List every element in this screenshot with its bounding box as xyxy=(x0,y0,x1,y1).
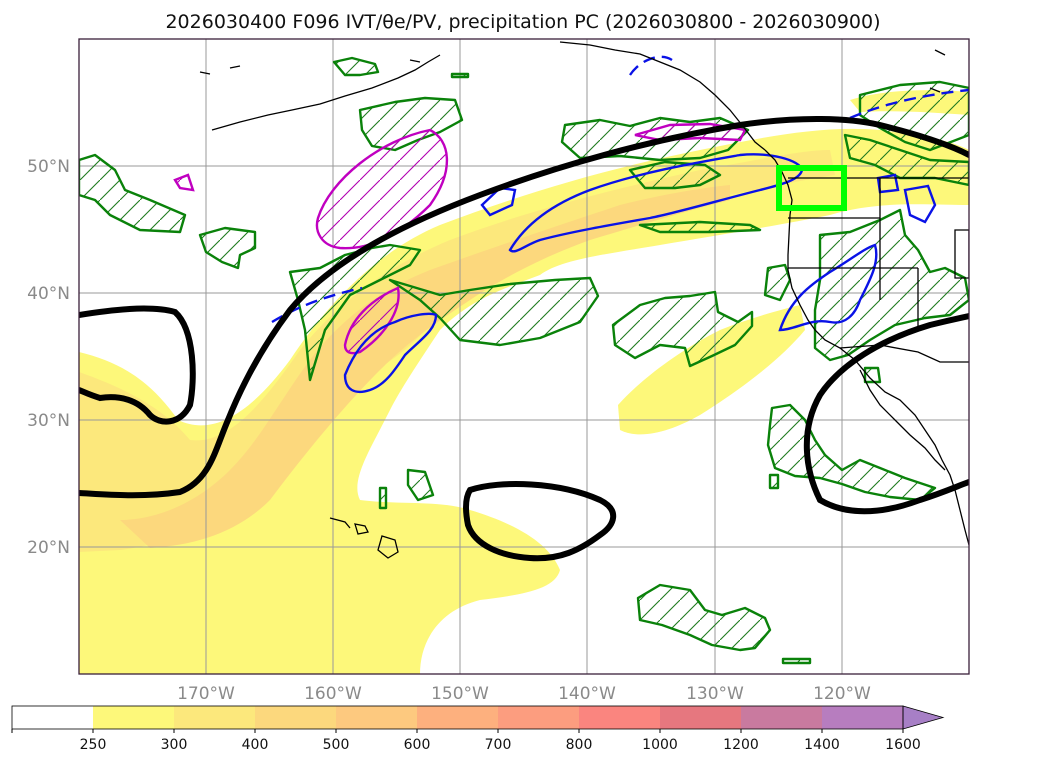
colorbar-swatch xyxy=(579,706,661,729)
precip-region xyxy=(781,657,812,665)
colorbar-swatch xyxy=(255,706,337,729)
precip-region xyxy=(768,473,780,490)
lon-tick-label: 140°W xyxy=(558,684,616,704)
colorbar-swatch xyxy=(12,706,94,729)
coastline-islands xyxy=(199,49,946,93)
precip-region xyxy=(863,366,882,384)
colorbar-extend-arrow xyxy=(902,705,945,730)
lon-tick-label: 120°W xyxy=(813,684,871,704)
pv-region xyxy=(173,173,195,192)
theta-e-line xyxy=(903,184,937,224)
lat-tick-labels: 50°N 40°N 30°N 20°N xyxy=(27,157,70,558)
coastline-hawaii xyxy=(329,517,399,559)
colorbar-swatch xyxy=(93,706,175,729)
precip-region xyxy=(406,468,435,502)
thick-line xyxy=(803,313,969,503)
colorbar-tick-label: 600 xyxy=(404,737,431,753)
precip-region xyxy=(378,486,388,510)
colorbar-tick-label: 800 xyxy=(566,737,593,753)
precip-region xyxy=(813,208,969,362)
precip-region xyxy=(332,56,380,77)
precip-region xyxy=(388,276,600,347)
colorbar-tick-label: 1600 xyxy=(885,737,921,753)
lat-tick-label: 20°N xyxy=(27,538,70,558)
thick-line xyxy=(79,417,231,499)
lon-tick-label: 160°W xyxy=(304,684,362,704)
colorbar-tick-label: 500 xyxy=(323,737,350,753)
precip-region xyxy=(636,583,772,652)
colorbar-swatch xyxy=(741,706,823,729)
colorbar-tick-label: 300 xyxy=(161,737,188,753)
ivt-thick-contours xyxy=(79,116,969,562)
lat-tick-label: 50°N xyxy=(27,157,70,177)
precip-region xyxy=(79,153,187,234)
colorbar-tick-label: 1000 xyxy=(642,737,678,753)
precip-region xyxy=(763,263,792,302)
border-us-mexico xyxy=(839,344,969,363)
map-frame xyxy=(78,38,970,675)
lon-tick-label: 170°W xyxy=(177,684,235,704)
ivt-band-400 xyxy=(120,185,730,548)
highlight-box xyxy=(776,165,847,211)
pv-region xyxy=(315,128,449,250)
colorbar-swatch xyxy=(660,706,742,729)
thick-line xyxy=(79,305,196,425)
theta-e-line xyxy=(629,55,673,76)
chart-title: 2026030400 F096 IVT/θe/PV, precipitation… xyxy=(165,11,880,33)
coastline-alaska xyxy=(211,54,441,131)
coastline-mexico-gulf xyxy=(859,369,946,471)
colorbar-swatch xyxy=(822,706,904,729)
colorbar-tick-label: 1200 xyxy=(723,737,759,753)
coastline-alaska-gulf xyxy=(559,41,766,151)
precip-region xyxy=(611,290,754,368)
map-area xyxy=(79,39,969,674)
colorbar-tick-label: 250 xyxy=(80,737,107,753)
pv-contours xyxy=(173,122,747,355)
precip-region xyxy=(638,220,762,234)
lon-tick-label: 130°W xyxy=(686,684,744,704)
thick-line xyxy=(462,481,617,562)
precip-region xyxy=(628,160,722,190)
colorbar-swatch xyxy=(336,706,418,729)
colorbar-swatch xyxy=(174,706,256,729)
lat-tick-label: 40°N xyxy=(27,284,70,304)
pv-region xyxy=(343,286,400,355)
lon-tick-labels: 170°W 160°W 150°W 140°W 130°W 120°W xyxy=(177,684,871,704)
colorbar-tick-label: 400 xyxy=(242,737,269,753)
ivt-band-250 xyxy=(79,128,969,674)
thick-line xyxy=(817,479,969,515)
colorbar-tick-label: 1400 xyxy=(804,737,840,753)
border-states xyxy=(788,178,969,330)
theta-e-line xyxy=(343,312,438,394)
ivt-band-250b xyxy=(618,305,805,435)
colorbar-swatch xyxy=(417,706,499,729)
precip-region xyxy=(358,96,464,152)
theta-e-line xyxy=(849,88,969,120)
precip-region xyxy=(450,72,470,79)
colorbar: 250 300 400 500 600 700 800 1000 1200 1400 1600 xyxy=(11,705,945,753)
colorbar-outline xyxy=(11,705,904,730)
lat-tick-label: 30°N xyxy=(27,411,70,431)
theta-e-line xyxy=(271,286,363,324)
lon-tick-label: 150°W xyxy=(431,684,489,704)
thick-line xyxy=(225,116,969,423)
precip-region xyxy=(843,133,969,187)
colorbar-swatch xyxy=(498,706,580,729)
precip-region xyxy=(198,226,257,270)
theta-e-line xyxy=(876,173,900,194)
colorbar-tick-label: 700 xyxy=(485,737,512,753)
